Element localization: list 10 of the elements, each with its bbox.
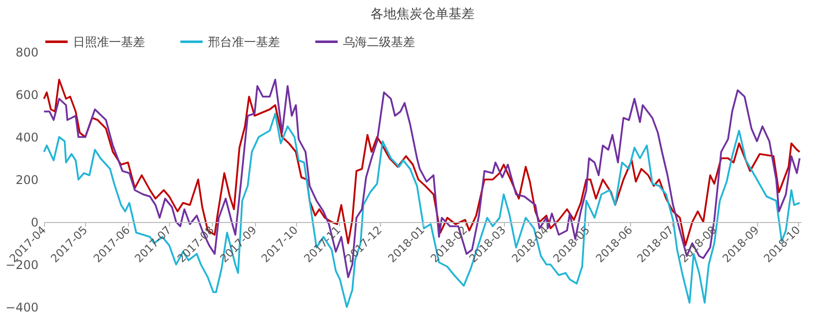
legend-label: 邢台准一基差 [208, 34, 280, 49]
y-tick-label: 600 [16, 88, 38, 102]
y-tick-label: 800 [16, 46, 38, 60]
y-tick-label: 0 [30, 216, 38, 230]
y-tick-label: 200 [16, 173, 38, 187]
y-tick-label: −400 [6, 300, 38, 314]
legend-label: 乌海二级基差 [343, 34, 415, 49]
chart-title: 各地焦炭仓单基差 [370, 7, 474, 22]
legend-label: 日照准一基差 [73, 34, 145, 49]
y-tick-label: 400 [16, 130, 38, 144]
